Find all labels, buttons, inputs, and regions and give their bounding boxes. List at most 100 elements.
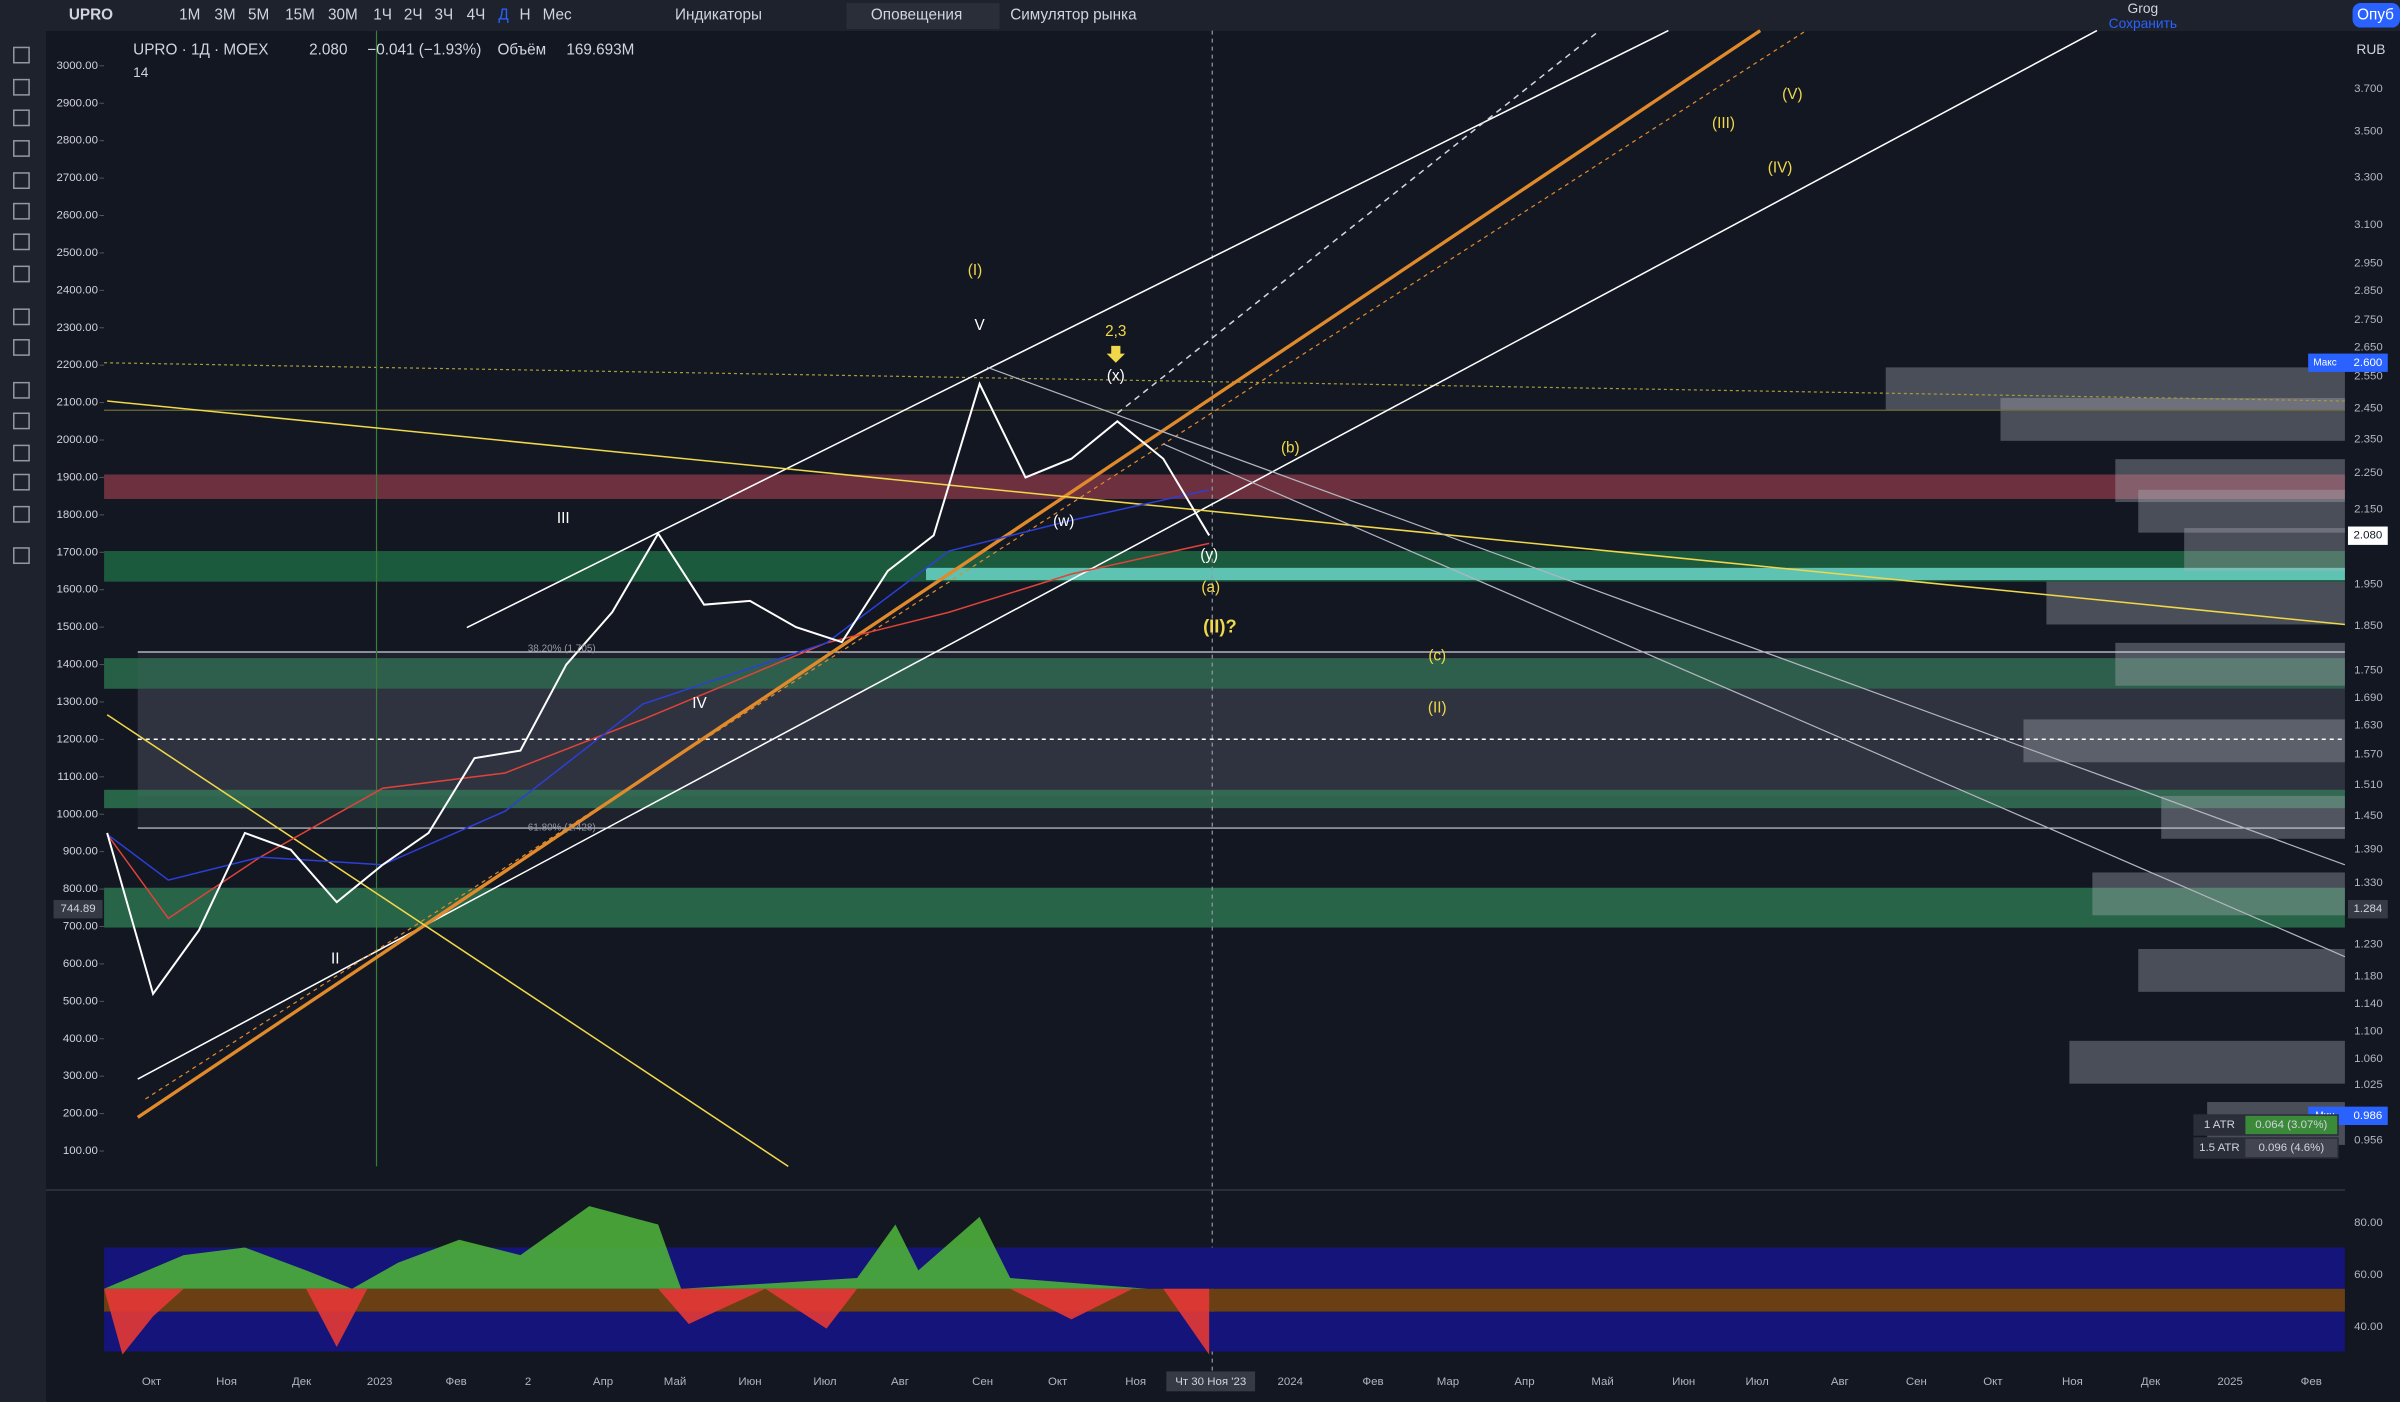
indicators-button[interactable]: Индикаторы [675, 6, 762, 23]
interval-button[interactable]: 2Ч [404, 6, 423, 23]
interval-button[interactable]: 3М [214, 6, 235, 23]
right-axis-label: 0.956 [2354, 1134, 2383, 1146]
tool-icon[interactable] [13, 547, 30, 565]
interval-button[interactable]: 1Ч [373, 6, 392, 23]
wave-label: III [557, 510, 570, 527]
right-axis-label: 1.950 [2354, 579, 2383, 591]
osc-tick-label: 80.00 [2354, 1217, 2383, 1229]
trend-line [137, 29, 2098, 1080]
volume-profile [2046, 581, 2345, 625]
wave-label: (III) [1712, 115, 1735, 132]
y-tick-label: 2400.00 [56, 284, 97, 296]
interval-button[interactable]: 3Ч [435, 6, 454, 23]
volume-profile [2138, 948, 2345, 992]
interval-button[interactable]: 30М [328, 6, 358, 23]
tool-icon[interactable] [13, 473, 30, 491]
legend-change: −0.041 (−1.93%) [367, 42, 481, 59]
tool-icon[interactable] [13, 265, 30, 283]
tool-icon[interactable] [13, 339, 30, 356]
moving-average [106, 542, 1210, 920]
replay-button[interactable]: Симулятор рынка [1010, 6, 1137, 23]
interval-button[interactable]: 1М [179, 6, 200, 23]
right-axis-label: 2.450 [2354, 403, 2383, 415]
volume-profile [2115, 459, 2345, 503]
alerts-bg [846, 3, 1000, 30]
atr-value-bg [2245, 1115, 2338, 1135]
support-zone [104, 658, 2345, 689]
interval-button[interactable]: 15М [285, 6, 315, 23]
max-box [2308, 353, 2388, 372]
tool-icon[interactable] [13, 172, 30, 190]
x-tick-label: Фев [446, 1376, 467, 1388]
min-value: 0.986 [2354, 1110, 2383, 1122]
tool-icon[interactable] [13, 46, 30, 64]
x-tick-label: Сен [1906, 1376, 1927, 1388]
interval-button[interactable]: 5М [248, 6, 269, 23]
x-tick-label: Сен [972, 1376, 993, 1388]
x-tick-label: Июн [738, 1376, 761, 1388]
y-tick-label: 1400.00 [56, 659, 97, 671]
right-axis-label: 1.390 [2354, 844, 2383, 856]
x-tick-label: Мар [1437, 1376, 1459, 1388]
y-tick-label: 100.00 [63, 1145, 98, 1157]
x-tick-label: Окт [1983, 1376, 2003, 1388]
wave-label: (w) [1053, 513, 1074, 530]
publish-button[interactable]: Опуб [2357, 6, 2394, 23]
right-axis-label: 3.700 [2354, 83, 2383, 95]
tool-icon[interactable] [13, 109, 30, 127]
x-tick-label: Окт [1048, 1376, 1068, 1388]
right-axis-label: 2.350 [2354, 433, 2383, 445]
save-button[interactable]: Сохранить [2109, 16, 2177, 31]
interval-button[interactable]: Мес [543, 6, 572, 23]
wave-label: 2,3 [1105, 323, 1126, 340]
interval-button[interactable]: Н [519, 6, 530, 23]
x-tick-label: Июл [1745, 1376, 1768, 1388]
right-axis-label: 1.690 [2354, 692, 2383, 704]
marker-value: 1.284 [2354, 903, 2383, 915]
interval-button[interactable]: 4Ч [467, 6, 486, 23]
wave-label: (V) [1782, 86, 1802, 103]
right-axis-label: 1.570 [2354, 749, 2383, 761]
tool-icon[interactable] [13, 202, 30, 220]
x-tick-label: 2023 [367, 1376, 393, 1388]
left-toolbar [0, 31, 46, 1402]
interval-button[interactable]: Д [498, 6, 509, 23]
wave-label: (II) [1428, 700, 1447, 717]
y-tick-label: 1000.00 [56, 808, 97, 820]
alerts-button[interactable]: Оповещения [871, 6, 962, 23]
y-tick-label: 600.00 [63, 958, 98, 970]
y-tick-label: 1200.00 [56, 733, 97, 745]
legend-volume-label: Объём [497, 42, 546, 59]
trend-line [1116, 30, 1600, 414]
tool-icon[interactable] [13, 505, 30, 523]
tool-icon[interactable] [13, 381, 30, 399]
right-axis-label: 2.550 [2354, 371, 2383, 383]
tool-icon[interactable] [13, 233, 30, 251]
tool-icon[interactable] [13, 444, 30, 462]
x-tick-label: Апр [1514, 1376, 1534, 1388]
legend-symbol: UPRO · 1Д · MOEX [133, 42, 268, 59]
x-tick-label: Фев [1362, 1376, 1383, 1388]
currency-button[interactable]: RUB [2356, 42, 2385, 57]
atr-value-bg [2245, 1138, 2338, 1158]
y-tick-label: 1300.00 [56, 696, 97, 708]
tool-icon[interactable] [13, 412, 30, 430]
volume-profile [2161, 795, 2345, 839]
tool-icon[interactable] [13, 78, 30, 96]
tool-icon[interactable] [13, 140, 30, 157]
y-tick-label: 1800.00 [56, 509, 97, 521]
marker-box [2347, 900, 2388, 919]
trend-line [987, 366, 2346, 866]
y-tick-label: 2600.00 [56, 210, 97, 222]
x-tick-label: Окт [142, 1376, 162, 1388]
wave-label: (a) [1201, 579, 1220, 596]
y-tick-label: 3000.00 [56, 60, 97, 72]
wave-label: (c) [1428, 648, 1446, 665]
y-tick-label: 900.00 [63, 846, 98, 858]
osc-fill [104, 1206, 1148, 1289]
symbol-search[interactable]: UPRO [69, 6, 113, 23]
x-tick-label: Дек [292, 1376, 312, 1388]
right-axis-label: 2.150 [2354, 504, 2383, 516]
tool-icon[interactable] [13, 308, 30, 326]
